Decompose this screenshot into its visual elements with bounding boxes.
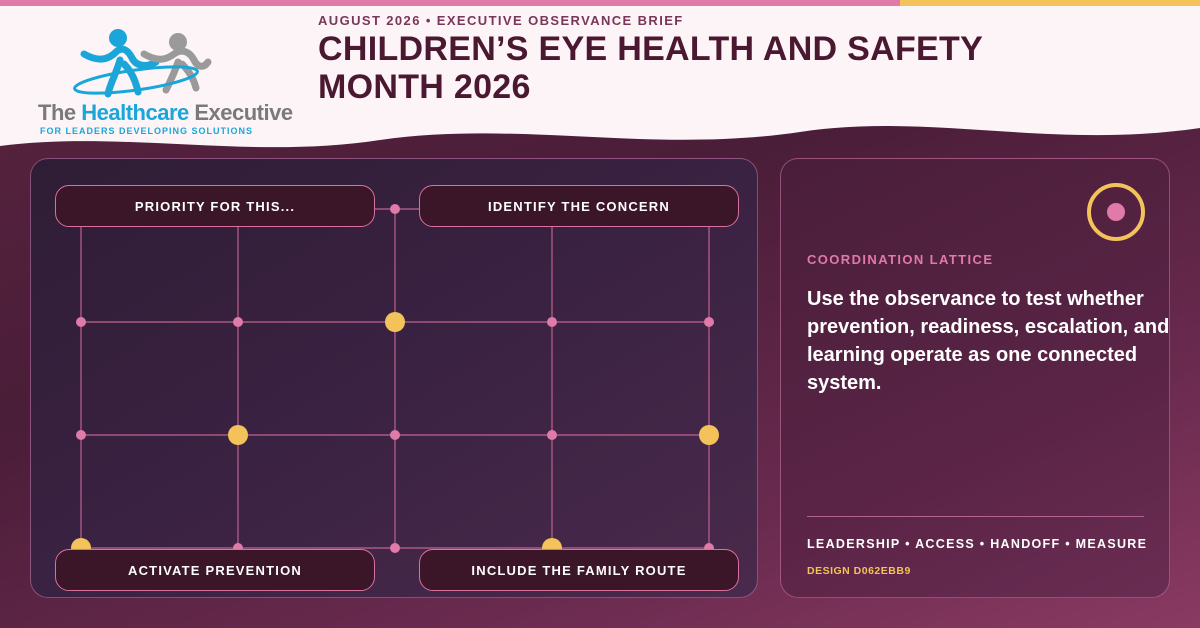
figures-logo-icon: [73, 29, 212, 98]
brand-tagline: FOR LEADERS DEVELOPING SOLUTIONS: [40, 126, 254, 136]
pill-identify-concern[interactable]: IDENTIFY THE CONCERN: [419, 185, 739, 227]
header-background: [0, 6, 1200, 148]
pill-family-route[interactable]: INCLUDE THE FAMILY ROUTE: [419, 549, 739, 591]
focus-tags: LEADERSHIP • ACCESS • HANDOFF • MEASURE: [807, 537, 1148, 551]
lattice-panel: PRIORITY FOR THIS... IDENTIFY THE CONCER…: [30, 158, 758, 598]
section-label: COORDINATION LATTICE: [807, 252, 994, 267]
target-center-dot: [1107, 203, 1125, 221]
top-accent-bar-pink: [0, 0, 900, 6]
summary-text: Use the observance to test whether preve…: [807, 288, 1170, 394]
target-icon: [1087, 183, 1145, 241]
brand-logo-wordmark: The Healthcare Executive: [38, 100, 293, 125]
page-title: CHILDREN’S EYE HEALTH AND SAFETY MONTH 2…: [318, 30, 983, 106]
pill-priority[interactable]: PRIORITY FOR THIS...: [55, 185, 375, 227]
header-kicker: AUGUST 2026 • EXECUTIVE OBSERVANCE BRIEF: [318, 13, 684, 28]
summary-panel: COORDINATION LATTICE Use the observance …: [780, 158, 1170, 598]
pill-activate-prevention[interactable]: ACTIVATE PREVENTION: [55, 549, 375, 591]
design-code: DESIGN D062EBB9: [807, 565, 911, 577]
divider: [807, 516, 1144, 517]
top-accent-bar-gold: [900, 0, 1200, 6]
